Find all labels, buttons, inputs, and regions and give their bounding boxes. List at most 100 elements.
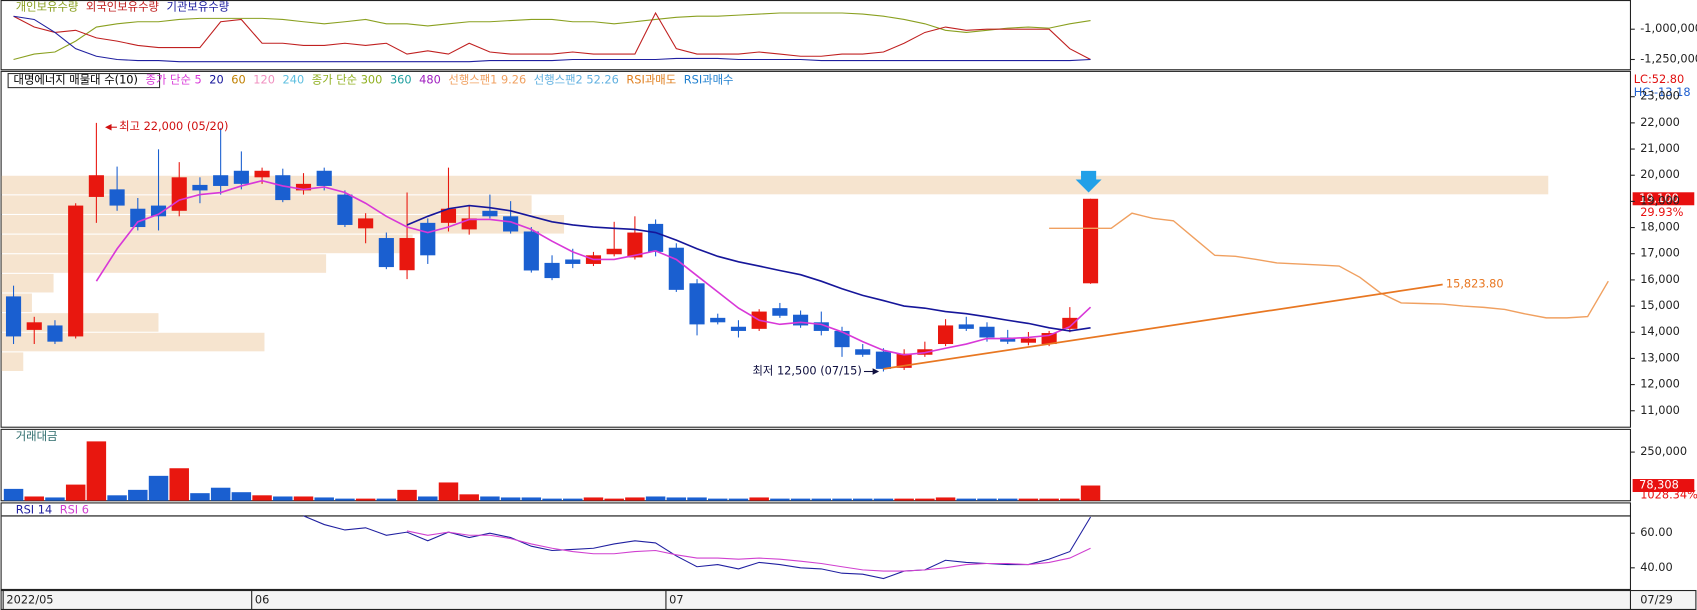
series-line [13, 15, 1091, 63]
volume-bar [231, 492, 252, 501]
candle-body [316, 170, 332, 186]
volume-bar [1039, 498, 1059, 501]
y-tick-label: 22,000 [1640, 115, 1680, 129]
volume-bar [148, 475, 169, 501]
volume-bar [604, 498, 624, 501]
legend-box [7, 73, 161, 89]
candle-body [689, 283, 705, 325]
volume-bar [1080, 485, 1101, 501]
volume-profile-bar [1, 332, 265, 352]
candle-body [979, 326, 995, 338]
y-tick-label: 60.00 [1640, 525, 1672, 539]
volume-bar [1018, 498, 1039, 501]
price-tag [1632, 192, 1695, 206]
volume-bar [252, 495, 272, 501]
volume-bar [65, 484, 86, 501]
volume-bar [749, 497, 769, 501]
legend-label: 360 [390, 73, 412, 87]
candle-body [668, 247, 684, 290]
y-tick-label: 20,000 [1640, 167, 1680, 181]
candle-body [68, 205, 84, 337]
legend-label: 외국인보유수량 [86, 0, 160, 14]
y-tick-label: 21,000 [1640, 141, 1680, 155]
legend-label: RSI과매도 [626, 73, 676, 87]
annotation: 최저 12,500 (07/15) [752, 364, 861, 378]
legend-label: 선행스팬2 52.26 [534, 73, 619, 87]
candle-body [420, 222, 436, 256]
price-tag-change: 29.93% [1640, 205, 1683, 219]
volume-bar [24, 496, 44, 501]
candle-body [627, 232, 643, 258]
volume-bar [915, 498, 935, 501]
volume-bar [728, 498, 749, 501]
candle-body [648, 223, 664, 252]
indicator: LC:52.80 [1634, 72, 1685, 86]
volume-bar [314, 497, 334, 501]
volume-bar [3, 488, 24, 501]
candle-body [606, 248, 622, 255]
volume-bar [438, 482, 459, 501]
candle-body [813, 322, 829, 331]
volume-profile-bar [1, 215, 565, 234]
candle-body [1062, 317, 1078, 329]
indicator-bg [1631, 73, 1696, 87]
leading-span [1049, 212, 1609, 319]
legend-label: 종가 단순 5 [146, 73, 202, 87]
volume-tag-label: 78,308 [1639, 478, 1679, 492]
candle-body [47, 325, 63, 342]
legend-label: 20 [209, 73, 223, 87]
y-tick-label: 18,000 [1640, 220, 1680, 234]
panel-frame [0, 0, 1632, 71]
volume-bar [355, 498, 376, 501]
panel-title: 거래대금 [16, 429, 58, 443]
y-tick-label: 19,000 [1640, 193, 1680, 207]
candle-body [275, 175, 291, 201]
y-tick-label: 250,000 [1640, 444, 1687, 458]
volume-bar [459, 494, 479, 501]
volume-profile-bar [1, 352, 24, 371]
volume-bar [521, 497, 542, 501]
volume-tag [1632, 479, 1695, 493]
candle-body [461, 218, 477, 230]
y-tick-label: 16,000 [1640, 272, 1680, 286]
volume-bar [977, 498, 997, 501]
volume-profile-bar [1, 234, 413, 254]
current-date: 07/29 [1640, 592, 1673, 606]
x-tick-label: 07 [669, 592, 683, 606]
volume-bar [666, 497, 687, 501]
volume-bar [852, 498, 873, 501]
candle-body [710, 317, 726, 323]
candle-body [295, 183, 312, 191]
volume-profile-bar [1, 175, 1549, 195]
candle-body [192, 184, 208, 191]
volume-bar [811, 498, 832, 501]
legend-label: 개인보유수량 [16, 0, 79, 14]
volume-bar [480, 496, 500, 501]
volume-bar [107, 495, 127, 501]
annotation-arrow [872, 368, 880, 375]
series-line [303, 515, 1092, 580]
x-tick-label: 2022/05 [6, 592, 53, 606]
candle-body [1041, 333, 1057, 345]
volume-bar [210, 487, 231, 501]
legend-label: RSI 6 [60, 502, 89, 516]
volume-bar [500, 497, 521, 501]
volume-bar [335, 498, 355, 501]
panel-frame [0, 70, 1632, 428]
candle-body [109, 189, 125, 206]
candle-body [793, 314, 809, 326]
candle-body [150, 205, 167, 217]
volume-bar [583, 497, 604, 501]
y-tick-label: 23,000 [1640, 89, 1680, 103]
y-tick-label: 12,000 [1640, 377, 1680, 391]
candle-body [1000, 337, 1016, 342]
candle-body [730, 326, 747, 331]
moving-average [406, 204, 1091, 332]
legend-label: 60 [231, 73, 245, 87]
volume-bar [790, 498, 811, 501]
indicator-bg [1631, 86, 1696, 100]
candle-body [26, 322, 42, 330]
